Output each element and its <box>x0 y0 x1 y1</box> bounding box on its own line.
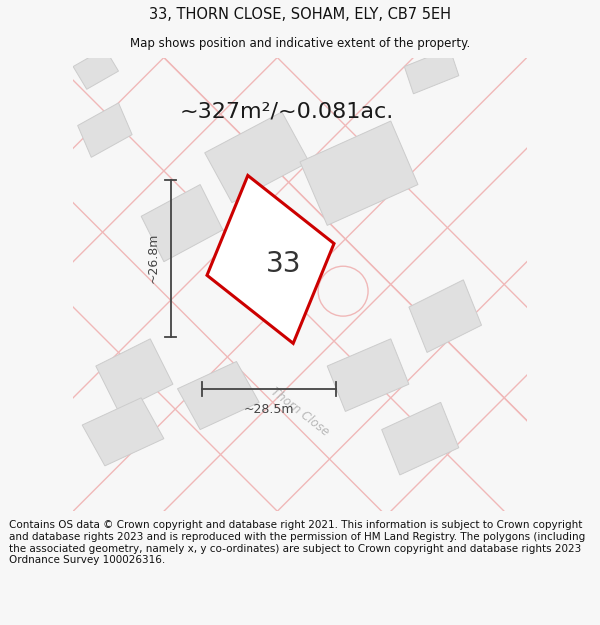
Polygon shape <box>382 402 459 475</box>
Polygon shape <box>96 339 173 411</box>
Polygon shape <box>141 184 223 262</box>
Text: Thorn Close: Thorn Close <box>268 385 332 438</box>
Polygon shape <box>404 48 459 94</box>
Text: 33: 33 <box>266 250 302 278</box>
Text: ~327m²/~0.081ac.: ~327m²/~0.081ac. <box>179 102 394 122</box>
Polygon shape <box>73 48 119 89</box>
Text: Map shows position and indicative extent of the property.: Map shows position and indicative extent… <box>130 37 470 49</box>
Text: ~28.5m: ~28.5m <box>244 403 295 416</box>
Text: 33, THORN CLOSE, SOHAM, ELY, CB7 5EH: 33, THORN CLOSE, SOHAM, ELY, CB7 5EH <box>149 7 451 22</box>
Polygon shape <box>327 339 409 411</box>
Polygon shape <box>82 398 164 466</box>
Polygon shape <box>409 280 482 352</box>
Polygon shape <box>300 121 418 226</box>
Polygon shape <box>207 176 334 343</box>
Polygon shape <box>205 112 309 202</box>
Text: ~26.8m: ~26.8m <box>146 233 160 284</box>
Polygon shape <box>77 103 132 158</box>
Polygon shape <box>178 361 259 429</box>
Text: Contains OS data © Crown copyright and database right 2021. This information is : Contains OS data © Crown copyright and d… <box>9 521 585 565</box>
